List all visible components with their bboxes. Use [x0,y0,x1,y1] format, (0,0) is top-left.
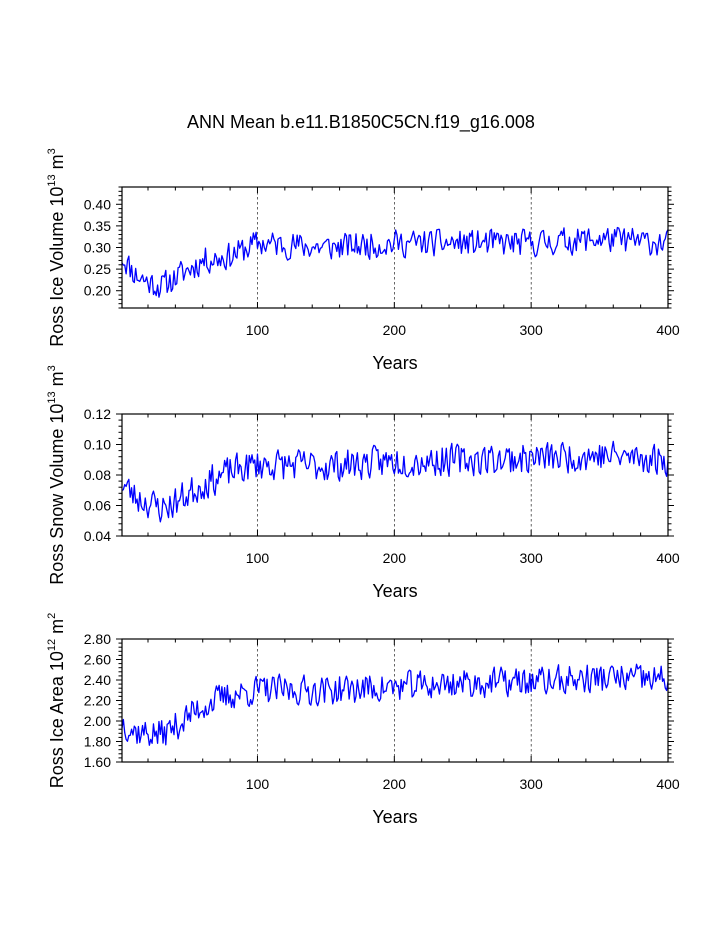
x-tick-label: 300 [519,550,543,566]
y-tick-label: 2.80 [84,631,111,647]
y-tick-label: 0.20 [84,283,111,299]
y-tick-label: 0.35 [84,218,111,234]
y-tick-label: 2.60 [84,652,111,668]
y-axis-label: Ross Ice Area 1012 m2 [46,613,67,788]
y-tick-label: 0.08 [84,467,111,483]
x-tick-label: 100 [246,776,270,792]
x-tick-label: 300 [519,322,543,338]
plot-frame [121,413,669,537]
x-axis-label: Years [372,353,417,373]
data-series-line [121,226,669,298]
chart-panel-2: 100 200 300 400 Years 0.04 0.06 0.08 0.10 0.12 Ros… [46,365,680,601]
y-tick-label: 2.20 [84,693,111,709]
x-tick-label: 100 [246,550,270,566]
x-tick-label: 200 [383,550,407,566]
y-tick-label: 0.25 [84,261,111,277]
y-tick-label: 0.10 [84,437,111,453]
plot-frame [121,638,669,763]
chart-panel-3: 100 200 300 400 Years 1.60 1.80 2.00 2.20 2.40 2.6… [46,613,680,827]
data-series-line [121,663,669,746]
y-tick-label: 2.00 [84,713,111,729]
y-tick-label: 0.40 [84,196,111,212]
y-tick-label: 0.30 [84,240,111,256]
y-axis-label: Ross Ice Volume 1013 m3 [46,148,67,346]
panels: 100 200 300 400 Years 0.20 0.25 0.30 0.35 0.40 Ros… [46,148,680,827]
chart-title: ANN Mean b.e11.B1850C5CN.f19_g16.008 [187,112,535,133]
y-tick-label: 1.60 [84,754,111,770]
y-tick-label: 0.06 [84,498,111,514]
x-tick-label: 400 [656,550,680,566]
x-tick-label: 400 [656,776,680,792]
x-tick-label: 300 [519,776,543,792]
y-tick-label: 0.04 [84,528,111,544]
x-tick-label: 200 [383,776,407,792]
x-axis-label: Years [372,581,417,601]
y-tick-label: 0.12 [84,406,111,422]
x-axis-label: Years [372,807,417,827]
y-tick-label: 2.40 [84,672,111,688]
x-tick-label: 100 [246,322,270,338]
y-axis-label: Ross Snow Volume 1013 m3 [46,365,67,584]
x-tick-label: 200 [383,322,407,338]
y-tick-label: 1.80 [84,734,111,750]
chart-panel-1: 100 200 300 400 Years 0.20 0.25 0.30 0.35 0.40 Ros… [46,148,680,373]
x-tick-label: 400 [656,322,680,338]
data-series-line [121,440,669,523]
